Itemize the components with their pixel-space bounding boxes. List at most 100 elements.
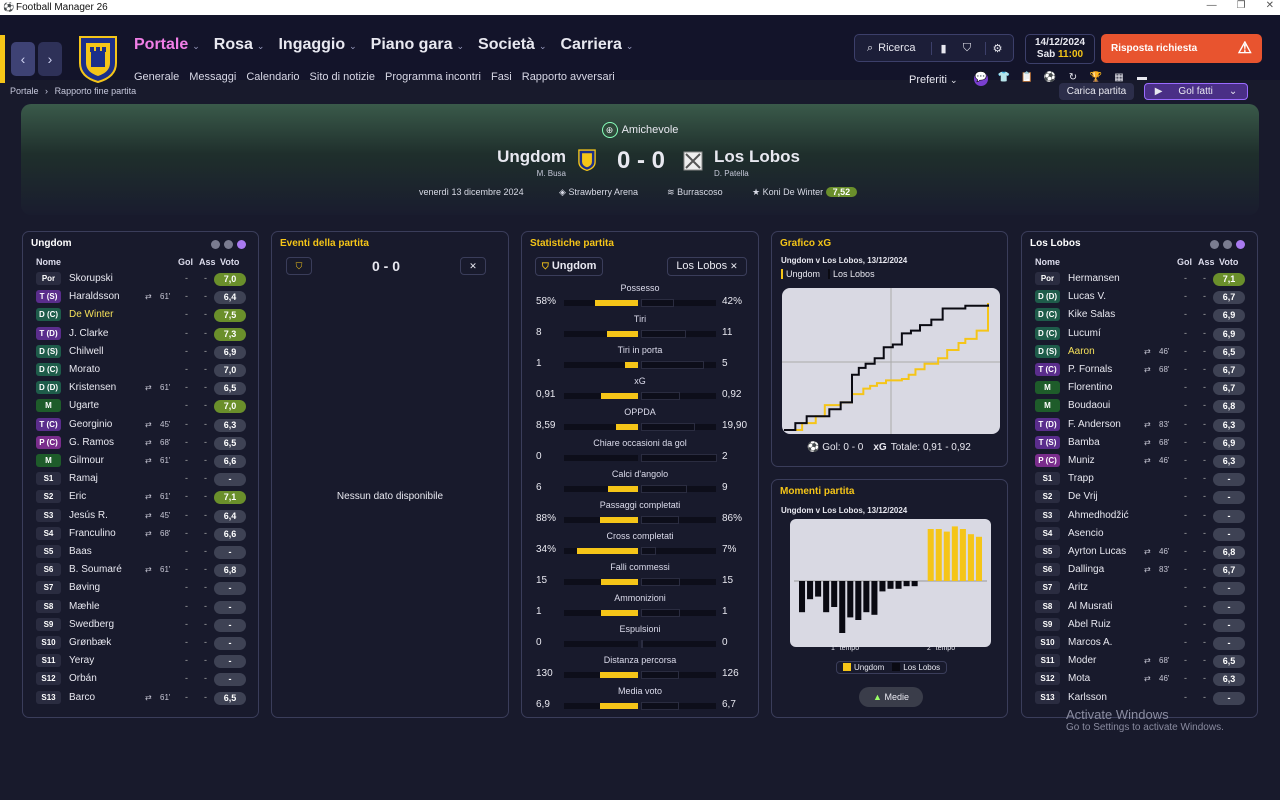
search-button[interactable]: ⌕ Ricerca [867, 41, 916, 54]
clipboard-icon[interactable]: 📋 [1020, 72, 1034, 83]
chat-icon[interactable]: 💬 [974, 72, 988, 86]
player-name[interactable]: Boudaoui [1068, 400, 1111, 412]
player-name[interactable]: De Winter [69, 309, 114, 321]
player-name[interactable]: Al Musrati [1068, 600, 1113, 612]
nav-piano-gara[interactable]: Piano gara ⌄ [370, 36, 465, 53]
player-name[interactable]: Swedberg [69, 618, 115, 630]
player-row[interactable]: M Gilmour ⇄ 61' - -6,6 [23, 452, 258, 470]
player-row[interactable]: T (S) Haraldsson ⇄ 61' - -6,4 [23, 288, 258, 306]
player-name[interactable]: B. Soumaré [69, 564, 122, 576]
player-name[interactable]: Abel Ruiz [1068, 618, 1111, 630]
player-row[interactable]: S1 Trapp - - - [1022, 470, 1257, 488]
trophy-icon[interactable]: 🏆 [1089, 72, 1103, 83]
player-row[interactable]: S3 Ahmedhodžić - - - [1022, 507, 1257, 525]
player-row[interactable]: D (C) Lucumí - -6,9 [1022, 325, 1257, 343]
calendar-icon[interactable]: ▦ [1114, 72, 1124, 83]
legend-away[interactable]: Los Lobos [892, 663, 940, 672]
player-name[interactable]: Moder [1068, 655, 1097, 667]
player-name[interactable]: G. Ramos [69, 436, 115, 448]
nav-portale[interactable]: Portale ⌄ [134, 36, 200, 53]
player-row[interactable]: P (C) Muniz ⇄ 46' - -6,3 [1022, 452, 1257, 470]
goals-dropdown[interactable]: ▶ Gol fatti ⌄ [1144, 83, 1248, 100]
player-row[interactable]: D (C) Kike Salas - -6,9 [1022, 306, 1257, 324]
player-name[interactable]: Dallinga [1068, 564, 1105, 576]
legend-home[interactable]: Ungdom [843, 663, 884, 672]
player-name[interactable]: Lucumí [1068, 327, 1101, 339]
player-name[interactable]: Florentino [1068, 382, 1113, 394]
player-row[interactable]: S3 Jesús R. ⇄ 45' - -6,4 [23, 507, 258, 525]
player-name[interactable]: Marcos A. [1068, 637, 1113, 648]
player-row[interactable]: S8 Al Musrati - - - [1022, 598, 1257, 616]
player-row[interactable]: T (S) Bamba ⇄ 68' - -6,9 [1022, 434, 1257, 452]
player-name[interactable]: Bamba [1068, 436, 1100, 448]
player-name[interactable]: Skorupski [69, 273, 113, 284]
player-name[interactable]: Karlsson [1068, 691, 1107, 703]
player-row[interactable]: S13 Barco ⇄ 61' - -6,5 [23, 689, 258, 707]
player-row[interactable]: M Ugarte - -7,0 [23, 397, 258, 415]
player-name[interactable]: Muniz [1068, 455, 1095, 466]
nav-rosa[interactable]: Rosa ⌄ [213, 36, 265, 53]
player-row[interactable]: S2 Eric ⇄ 61' - -7,1 [23, 488, 258, 506]
player-name[interactable]: Hermansen [1068, 273, 1120, 284]
player-name[interactable]: Morato [69, 364, 101, 375]
player-name[interactable]: Chilwell [69, 345, 104, 357]
xg-legend-home[interactable]: Ungdom [781, 269, 820, 279]
player-row[interactable]: S10 Marcos A. - - - [1022, 634, 1257, 652]
panel-dots[interactable] [211, 240, 246, 249]
player-row[interactable]: S4 Asencio - - - [1022, 525, 1257, 543]
player-name[interactable]: Haraldsson [69, 291, 120, 303]
close-icon[interactable]: ✕ [1265, 0, 1274, 11]
player-row[interactable]: S12 Mota ⇄ 46' - -6,3 [1022, 670, 1257, 688]
subnav-fasi[interactable]: Fasi [490, 71, 512, 83]
xg-legend-away[interactable]: Los Lobos [828, 269, 875, 279]
subnav-calendario[interactable]: Calendario [246, 71, 300, 83]
averages-button[interactable]: ▲ Medie [859, 687, 923, 707]
player-name[interactable]: Ramaj [69, 473, 98, 485]
tactics-icon[interactable]: ⚽ [1043, 72, 1057, 83]
subnav-rapporto-avversari[interactable]: Rapporto avversari [521, 71, 615, 83]
player-row[interactable]: M Florentino - -6,7 [1022, 379, 1257, 397]
player-row[interactable]: S5 Baas - - - [23, 543, 258, 561]
player-row[interactable]: S6 Dallinga ⇄ 83' - -6,7 [1022, 561, 1257, 579]
load-match-button[interactable]: Carica partita [1059, 83, 1134, 100]
player-row[interactable]: D (S) Aaron ⇄ 46' - -6,5 [1022, 343, 1257, 361]
player-name[interactable]: J. Clarke [69, 327, 109, 339]
player-name[interactable]: Baas [69, 546, 92, 557]
refresh-icon[interactable]: ↻ [1068, 72, 1078, 83]
player-name[interactable]: Trapp [1068, 473, 1094, 485]
player-name[interactable]: Aritz [1068, 582, 1088, 594]
player-name[interactable]: Gilmour [69, 455, 105, 466]
player-name[interactable]: Kristensen [69, 382, 117, 394]
player-row[interactable]: S1 Ramaj - - - [23, 470, 258, 488]
game-date[interactable]: 14/12/2024 Sab 11:00 [1025, 34, 1095, 64]
player-row[interactable]: S7 Aritz - - - [1022, 579, 1257, 597]
home-team-name[interactable]: Ungdom [497, 147, 566, 166]
player-name[interactable]: Aaron [1068, 345, 1095, 357]
player-name[interactable]: Kike Salas [1068, 309, 1116, 321]
player-row[interactable]: D (C) Morato - -7,0 [23, 361, 258, 379]
continue-button[interactable]: Risposta richiesta ⚠ [1101, 34, 1262, 63]
back-button[interactable]: ‹ [11, 42, 35, 76]
player-row[interactable]: T (C) Georginio ⇄ 45' - -6,3 [23, 416, 258, 434]
player-row[interactable]: S8 Mæhle - - - [23, 598, 258, 616]
player-row[interactable]: D (S) Chilwell - -6,9 [23, 343, 258, 361]
team-kit-icon[interactable]: ⛉ [962, 41, 972, 54]
player-row[interactable]: D (D) Lucas V. - -6,7 [1022, 288, 1257, 306]
panel-dots[interactable] [1210, 240, 1245, 249]
subnav-programma-incontri[interactable]: Programma incontri [384, 71, 481, 83]
player-name[interactable]: Ahmedhodžić [1068, 509, 1129, 521]
forward-button[interactable]: › [38, 42, 62, 76]
player-row[interactable]: D (C) De Winter - -7,5 [23, 306, 258, 324]
away-team-name[interactable]: Los Lobos [714, 147, 800, 166]
player-row[interactable]: M Boudaoui - -6,8 [1022, 397, 1257, 415]
player-row[interactable]: S5 Ayrton Lucas ⇄ 46' - -6,8 [1022, 543, 1257, 561]
player-name[interactable]: Ugarte [69, 400, 100, 412]
player-name[interactable]: Yeray [69, 655, 95, 667]
player-name[interactable]: De Vrij [1068, 491, 1098, 503]
player-name[interactable]: Jesús R. [69, 509, 108, 521]
subnav-sito-notizie[interactable]: Sito di notizie [309, 71, 375, 83]
shirt-icon[interactable]: 👕 [997, 72, 1011, 83]
player-name[interactable]: Grønbæk [69, 637, 112, 648]
player-row[interactable]: S7 Bøving - - - [23, 579, 258, 597]
player-name[interactable]: P. Fornals [1068, 364, 1113, 375]
